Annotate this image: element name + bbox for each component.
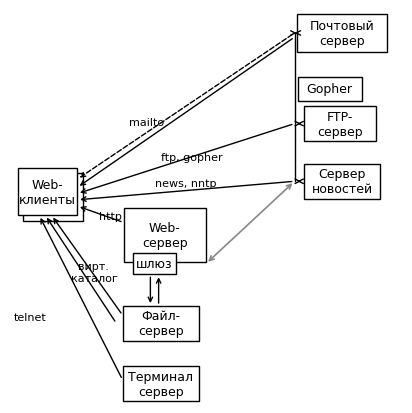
Text: FTP-
сервер: FTP- сервер xyxy=(317,110,363,138)
Text: Почтовый
сервер: Почтовый сервер xyxy=(309,20,375,48)
Bar xyxy=(133,253,176,275)
Bar xyxy=(122,306,199,341)
Text: Терминал
сервер: Терминал сервер xyxy=(128,370,193,398)
Bar xyxy=(124,209,206,262)
Text: http: http xyxy=(99,212,122,222)
Bar xyxy=(18,169,77,216)
Text: telnet: telnet xyxy=(13,313,46,323)
Text: ftp, gopher: ftp, gopher xyxy=(161,152,222,162)
Bar xyxy=(304,164,380,199)
Text: Web-
клиенты: Web- клиенты xyxy=(19,178,76,206)
Bar xyxy=(297,15,387,52)
Bar xyxy=(297,78,362,101)
Text: Файл-
сервер: Файл- сервер xyxy=(138,310,183,337)
Text: Web-
сервер: Web- сервер xyxy=(142,221,187,249)
Bar xyxy=(304,107,376,142)
Text: Сервер
новостей: Сервер новостей xyxy=(311,168,372,196)
Text: шлюз: шлюз xyxy=(136,258,173,271)
Text: вирт.
каталог: вирт. каталог xyxy=(70,261,117,283)
Bar xyxy=(23,174,82,221)
Text: mailto: mailto xyxy=(129,117,164,127)
Bar xyxy=(122,367,199,401)
Text: news, nntp: news, nntp xyxy=(154,179,216,189)
Text: Gopher: Gopher xyxy=(307,83,353,96)
